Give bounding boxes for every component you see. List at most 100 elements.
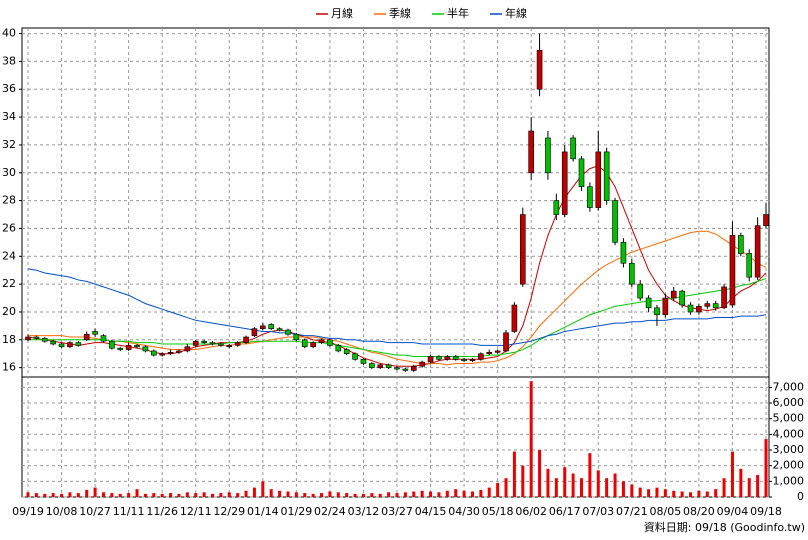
volume-bar: [60, 493, 64, 497]
candle-body: [670, 290, 677, 299]
source-note: 資料日期: 09/18 (Goodinfo.tw): [644, 520, 805, 534]
candle-body: [192, 340, 199, 346]
plot-frame: [21, 27, 770, 498]
y2-tick-label: 5,000: [773, 412, 805, 425]
volume-bar: [462, 490, 466, 497]
volume-bar: [26, 492, 30, 497]
candle-body: [352, 353, 358, 360]
volume-bar: [211, 493, 214, 497]
candle-body: [25, 336, 31, 341]
candle-body: [444, 356, 451, 360]
candle-body: [150, 350, 157, 356]
ma-line: [28, 278, 767, 358]
y-tick-label: 18: [2, 333, 16, 346]
volume-bar: [43, 493, 47, 497]
x-tick-label: 11/11: [113, 505, 145, 518]
candle-body: [452, 356, 459, 360]
volume-bar: [76, 493, 80, 497]
y-tick-label: 32: [2, 138, 16, 151]
candle-body: [201, 340, 207, 343]
volume-bar: [152, 493, 156, 497]
volume-bar: [51, 493, 55, 497]
y-tick-label: 30: [2, 166, 16, 179]
x-tick-label: 08/20: [683, 505, 715, 518]
x-tick-label: 06/17: [549, 505, 581, 518]
y-tick-label: 34: [2, 110, 16, 123]
candle-body: [545, 137, 551, 174]
volume-bar: [34, 493, 38, 497]
volume-bar: [269, 489, 273, 497]
candle-body: [461, 358, 467, 361]
candle-body: [637, 283, 644, 299]
x-tick-label: 03/27: [381, 505, 413, 518]
candle-body: [184, 346, 191, 352]
volume-bar: [169, 493, 173, 497]
y2-tick-label: 7,000: [773, 380, 805, 393]
candle-body: [620, 242, 627, 264]
y-tick-label: 38: [2, 54, 16, 67]
candle-body: [142, 346, 149, 352]
volume-bar: [93, 487, 97, 497]
volume-bar: [689, 492, 693, 497]
volume-panel: [26, 381, 768, 497]
x-tick-label: 02/24: [314, 505, 346, 518]
volume-bar: [143, 493, 147, 497]
volume-bar: [387, 492, 391, 497]
volume-bar: [336, 492, 340, 497]
y-tick-label: 24: [2, 249, 16, 262]
ma-line: [28, 230, 767, 366]
candle-body: [100, 335, 107, 342]
volume-bar: [722, 478, 726, 497]
volume-bar: [236, 493, 240, 497]
candle-body: [234, 342, 241, 346]
volume-bar: [596, 470, 600, 497]
candle-body: [612, 200, 618, 243]
candle-body: [167, 352, 174, 355]
candle-body: [369, 363, 375, 368]
x-tick-label: 09/04: [717, 505, 749, 518]
volume-bar: [429, 491, 433, 497]
volume-bar: [395, 493, 399, 497]
candle-body: [117, 347, 124, 350]
candle-body: [293, 333, 300, 341]
x-tick-label: 11/26: [146, 505, 178, 518]
labels: 09/19 10/08 10/27 11/11 11/26 12/11 12/29 01/14…: [2, 27, 804, 518]
y2-tick-label: 4,000: [773, 427, 805, 440]
x-tick-label: 08/05: [650, 505, 682, 518]
volume-bar: [278, 490, 282, 497]
candle-body: [704, 303, 711, 307]
x-tick-label: 10/27: [79, 505, 111, 518]
volume-bar: [378, 493, 382, 497]
volume-bar: [605, 478, 609, 497]
volume-bar: [118, 493, 122, 497]
candle-body: [436, 356, 442, 360]
candle-body: [696, 306, 702, 313]
candle-body: [662, 297, 669, 316]
volume-bar: [697, 490, 701, 497]
volume-bar: [185, 492, 189, 497]
volume-bar: [85, 489, 89, 497]
grid: [19, 28, 772, 498]
candle-body: [159, 353, 165, 356]
candle-body: [729, 235, 736, 306]
candle-body: [503, 332, 509, 352]
y2-tick-label: 2,000: [773, 459, 805, 472]
volume-bar: [127, 493, 131, 497]
x-tick-label: 01/14: [247, 505, 279, 518]
candle-body: [469, 358, 476, 361]
candle-body: [385, 364, 392, 368]
candle-body: [687, 304, 694, 313]
candle-body: [486, 352, 493, 355]
x-tick-label: 01/29: [281, 505, 313, 518]
x-tick-label: 09/19: [12, 505, 44, 518]
volume-bar: [361, 493, 365, 497]
volume-bar: [177, 493, 181, 497]
x-tick-label: 05/18: [482, 505, 514, 518]
candle-body: [33, 336, 40, 339]
candle-body: [511, 304, 518, 332]
candle-body: [109, 340, 115, 349]
volume-bar: [202, 492, 206, 497]
x-tick-label: 04/15: [415, 505, 447, 518]
volume-bar: [403, 492, 407, 497]
volume-bar: [353, 493, 357, 497]
